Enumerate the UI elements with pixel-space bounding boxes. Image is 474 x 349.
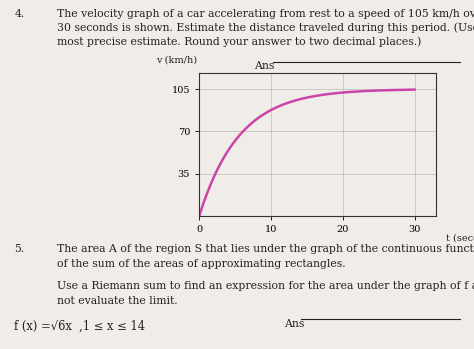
Text: The area A of the region S that lies under the graph of the continuous function : The area A of the region S that lies und… xyxy=(57,244,474,254)
Text: Ans: Ans xyxy=(254,61,274,71)
Text: The velocity graph of a car accelerating from rest to a speed of 105 km/h over a: The velocity graph of a car accelerating… xyxy=(57,9,474,19)
Text: of the sum of the areas of approximating rectangles.: of the sum of the areas of approximating… xyxy=(57,259,346,269)
Text: f (x) =√6x  ,1 ≤ x ≤ 14: f (x) =√6x ,1 ≤ x ≤ 14 xyxy=(14,319,145,332)
Text: Use a Riemann sum to find an expression for the area under the graph of f as a l: Use a Riemann sum to find an expression … xyxy=(57,281,474,291)
Text: Ans: Ans xyxy=(284,319,305,329)
Text: v (km/h): v (km/h) xyxy=(156,56,198,65)
Text: 30 seconds is shown. Estimate the distance traveled during this period. (Use Mₙ : 30 seconds is shown. Estimate the distan… xyxy=(57,23,474,33)
Text: 4.: 4. xyxy=(14,9,25,19)
Text: most precise estimate. Round your answer to two decimal places.): most precise estimate. Round your answer… xyxy=(57,37,421,47)
Text: t (seconds): t (seconds) xyxy=(446,233,474,243)
Text: 5.: 5. xyxy=(14,244,25,254)
Text: not evaluate the limit.: not evaluate the limit. xyxy=(57,296,177,306)
